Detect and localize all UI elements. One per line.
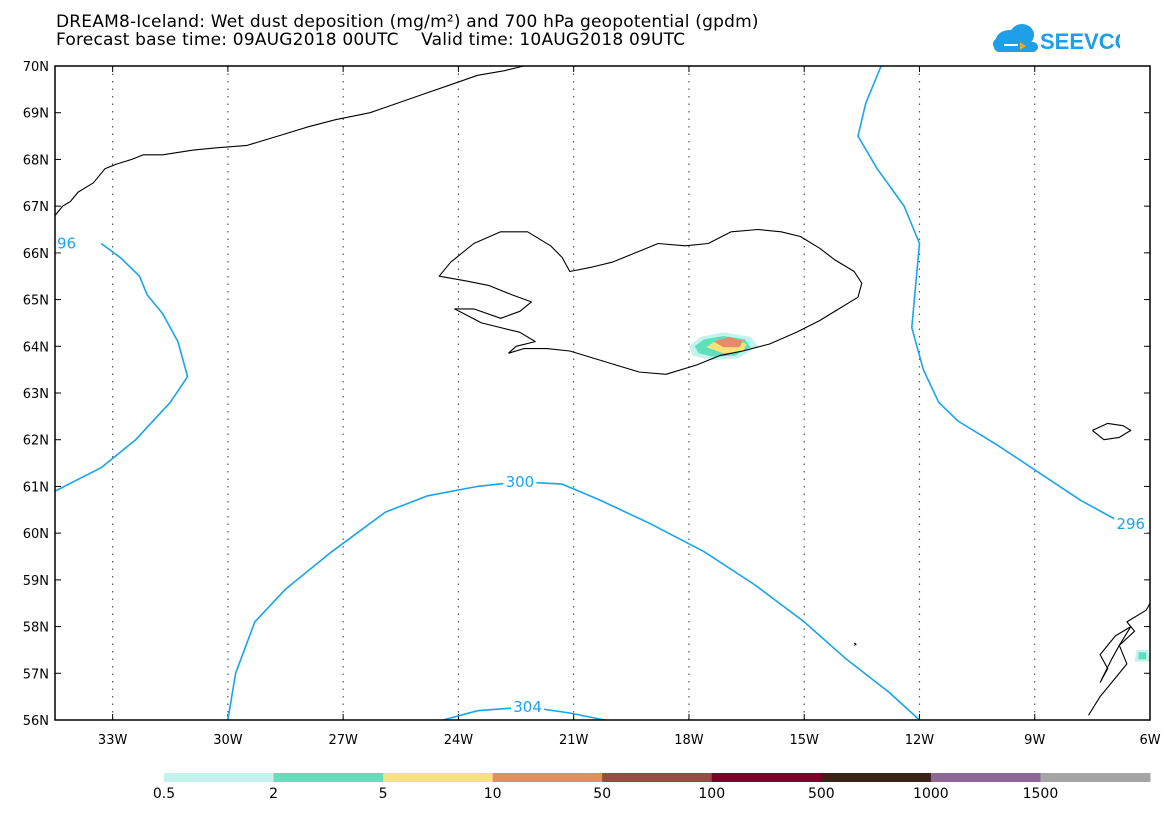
contour-label-bg bbox=[54, 234, 79, 253]
dust-deposition-layer bbox=[688, 332, 1150, 662]
colorbar-label: 500 bbox=[807, 786, 835, 802]
colorbar-label: 5 bbox=[378, 786, 388, 802]
lat-label: 57N bbox=[23, 667, 49, 682]
lat-label: 68N bbox=[23, 153, 49, 168]
lat-label: 63N bbox=[23, 387, 49, 402]
colorbar-label: 1000 bbox=[913, 786, 949, 802]
colorbar-label: 100 bbox=[698, 786, 726, 802]
contour-label-bg bbox=[503, 472, 537, 491]
longitude-labels: 33W 30W 27W 24W 21W 18W 15W 12W 9W 6W bbox=[98, 733, 1161, 748]
coastline-faroe bbox=[1092, 422, 1132, 441]
colorbar-swatch bbox=[1040, 773, 1151, 782]
contour-label-bg bbox=[1114, 514, 1148, 533]
lon-label: 15W bbox=[790, 733, 820, 748]
lat-label: 64N bbox=[23, 340, 49, 355]
colorbar-swatch bbox=[164, 773, 275, 782]
lat-label: 56N bbox=[23, 714, 49, 729]
colorbar-label: 1500 bbox=[1022, 786, 1059, 802]
colorbar-swatch bbox=[930, 773, 1041, 782]
contour-label-96: 96 bbox=[57, 235, 76, 253]
contour-line-96 bbox=[54, 242, 189, 492]
lon-label: 24W bbox=[444, 733, 474, 748]
svg-text:SEEVCCC: SEEVCCC bbox=[1040, 29, 1120, 54]
cloud-icon bbox=[993, 24, 1038, 52]
contour-label-300: 300 bbox=[506, 473, 535, 491]
colorbar bbox=[164, 773, 1151, 782]
seevccc-logo: SEEVCCC bbox=[993, 24, 1120, 54]
coastline-greenland bbox=[54, 65, 524, 216]
colorbar-label: 50 bbox=[593, 786, 612, 802]
colorbar-label: 10 bbox=[483, 786, 502, 802]
contour-line-300 bbox=[227, 480, 921, 721]
lon-label: 12W bbox=[905, 733, 935, 748]
lon-label: 21W bbox=[559, 733, 589, 748]
colorbar-swatch bbox=[711, 773, 822, 782]
contour-line-296 bbox=[857, 65, 1143, 525]
forecast-times: Forecast base time: 09AUG2018 00UTC Vali… bbox=[56, 30, 686, 50]
coastline-outer-hebrides bbox=[1099, 626, 1132, 683]
colorbar-swatch bbox=[602, 773, 713, 782]
coastlines bbox=[54, 65, 1151, 716]
lat-label: 61N bbox=[23, 480, 49, 495]
coastline-iceland bbox=[438, 228, 863, 375]
lat-label: 70N bbox=[23, 60, 49, 75]
lat-label: 58N bbox=[23, 621, 49, 636]
graticule bbox=[55, 65, 1151, 721]
map-title: DREAM8-Iceland: Wet dust deposition (mg/… bbox=[56, 12, 759, 32]
lat-label: 67N bbox=[23, 200, 49, 215]
colorbar-swatch bbox=[492, 773, 603, 782]
lat-label: 60N bbox=[23, 527, 49, 542]
lat-label: 65N bbox=[23, 294, 49, 309]
lon-label: 6W bbox=[1139, 733, 1160, 748]
lat-label: 66N bbox=[23, 247, 49, 262]
dust-patch-2-5 bbox=[1138, 652, 1147, 660]
dust-patch-10-50 bbox=[713, 336, 743, 348]
lon-label: 18W bbox=[674, 733, 704, 748]
contour-label-304: 304 bbox=[513, 698, 542, 716]
colorbar-label: 2 bbox=[269, 786, 279, 802]
coastline-rockall bbox=[853, 642, 857, 646]
latitude-labels: 70N 69N 68N 67N 66N 65N 64N 63N 62N 61N 60N 59N 58N 5… bbox=[23, 60, 49, 729]
map-frame bbox=[54, 65, 1151, 721]
colorbar-swatch bbox=[821, 773, 932, 782]
lat-label: 69N bbox=[23, 107, 49, 122]
geopotential-contours: 96 300 304 296 bbox=[54, 65, 1148, 721]
contour-label-bg bbox=[511, 697, 545, 716]
contour-label-296: 296 bbox=[1116, 515, 1145, 533]
lon-label: 30W bbox=[213, 733, 243, 748]
lat-label: 62N bbox=[23, 434, 49, 449]
colorbar-label: 0.5 bbox=[152, 786, 176, 802]
lon-label: 27W bbox=[328, 733, 358, 748]
colorbar-swatch bbox=[383, 773, 494, 782]
lon-label: 33W bbox=[98, 733, 128, 748]
lat-label: 59N bbox=[23, 574, 49, 589]
colorbar-swatch bbox=[273, 773, 384, 782]
lon-label: 9W bbox=[1024, 733, 1045, 748]
